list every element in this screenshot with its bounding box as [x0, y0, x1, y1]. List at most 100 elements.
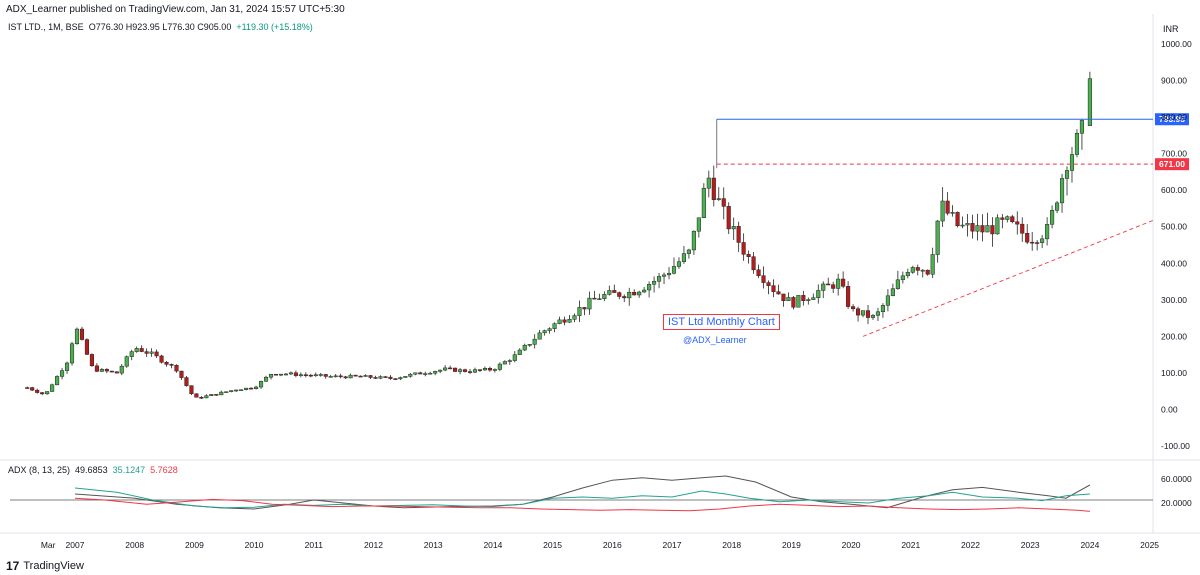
candle-down	[373, 377, 378, 379]
candle-down	[487, 367, 492, 371]
candle-up	[433, 371, 438, 374]
candle-up	[497, 363, 502, 370]
candle-down	[711, 177, 716, 200]
candle-up	[517, 349, 522, 355]
candle-up	[716, 198, 721, 200]
candle-down	[846, 286, 851, 307]
candle-down	[746, 254, 751, 257]
y-tick-label: 400.00	[1161, 258, 1187, 268]
candle-up	[691, 230, 696, 251]
price-change: +119.30 (+15.18%)	[236, 22, 313, 32]
candle-down	[781, 293, 786, 301]
candle-up	[1059, 178, 1065, 204]
candle-down	[383, 376, 388, 378]
candle-down	[841, 278, 846, 287]
candle-up	[60, 370, 65, 377]
candle-down	[771, 285, 776, 292]
candle-up	[657, 276, 662, 282]
candle-down	[35, 389, 40, 393]
candle-up	[403, 376, 408, 378]
y-tick-label: 700.00	[1161, 149, 1187, 159]
candle-up	[1087, 78, 1092, 126]
candle-up	[69, 343, 75, 364]
candle-up	[263, 376, 269, 382]
publisher-line: ADX_Learner published on TradingView.com…	[6, 4, 345, 15]
candle-down	[194, 393, 199, 398]
y-tick-label: 900.00	[1161, 75, 1187, 85]
candle-down	[955, 212, 960, 227]
x-tick-label: 2010	[245, 540, 264, 550]
candle-up	[278, 373, 284, 376]
candle-up	[1069, 154, 1075, 171]
candle-up	[806, 299, 811, 301]
x-tick-label: 2009	[185, 540, 204, 550]
candle-down	[353, 374, 358, 377]
candle-up	[328, 376, 333, 378]
tradingview-icon: 17	[6, 559, 20, 573]
candle-down	[30, 387, 35, 391]
candle-up	[890, 288, 895, 297]
candle-down	[418, 372, 423, 375]
candle-up	[423, 373, 428, 375]
candle-up	[413, 372, 418, 375]
candle-up	[532, 338, 537, 345]
x-tick-label: 2021	[901, 540, 920, 550]
candle-up	[438, 369, 443, 372]
candle-up	[348, 374, 353, 379]
candle-up	[995, 217, 1000, 235]
ohlc-values: O776.30 H923.95 L776.30 C905.00	[88, 22, 232, 32]
candle-up	[811, 297, 816, 300]
candle-down	[144, 351, 149, 354]
candle-up	[492, 369, 497, 371]
candle-up	[149, 351, 154, 354]
candle-up	[512, 354, 517, 361]
brand-name: TradingView	[23, 560, 84, 572]
candle-down	[617, 292, 622, 297]
candle-up	[129, 351, 134, 357]
candle-down	[114, 371, 119, 374]
adx-legend: ADX (8, 13, 25) 49.6853 35.1247 5.7628	[8, 465, 178, 475]
candle-down	[761, 275, 766, 283]
candle-down	[462, 369, 468, 372]
candle-up	[283, 373, 288, 376]
candle-up	[64, 362, 70, 371]
candle-up	[239, 389, 244, 391]
candle-up	[642, 289, 647, 293]
adx-y-tick-label: 20.0000	[1161, 498, 1192, 508]
candle-down	[94, 365, 99, 372]
x-tick-label: 2018	[722, 540, 741, 550]
candle-down	[104, 369, 109, 372]
x-tick-label: 2014	[483, 540, 502, 550]
x-tick-label: 2022	[961, 540, 980, 550]
adx-series-di	[74, 487, 1090, 509]
candle-up	[55, 376, 60, 386]
candle-down	[1030, 241, 1035, 244]
candle-down	[756, 269, 761, 276]
y-tick-label: -100.00	[1161, 441, 1190, 451]
candle-up	[880, 305, 885, 313]
x-tick-label: 2015	[543, 540, 562, 550]
candle-up	[567, 319, 572, 323]
candle-down	[831, 284, 836, 289]
x-tick-label: 2016	[603, 540, 622, 550]
candle-up	[572, 315, 577, 320]
candle-up	[731, 226, 736, 230]
candle-down	[199, 397, 204, 399]
candle-down	[726, 206, 731, 230]
candle-down	[214, 394, 219, 396]
candle-down	[159, 355, 164, 363]
adx-legend-di-minus: 5.7628	[150, 465, 178, 475]
candle-up	[472, 369, 478, 373]
candle-down	[84, 339, 89, 355]
x-tick-label: 2019	[782, 540, 801, 550]
candle-down	[164, 362, 169, 365]
candle-up	[234, 389, 239, 392]
y-tick-label: 600.00	[1161, 185, 1187, 195]
candle-up	[552, 323, 557, 329]
candle-up	[786, 297, 791, 301]
candle-down	[139, 348, 144, 352]
candle-down	[865, 310, 871, 318]
candle-down	[612, 290, 617, 293]
candle-up	[836, 278, 841, 289]
